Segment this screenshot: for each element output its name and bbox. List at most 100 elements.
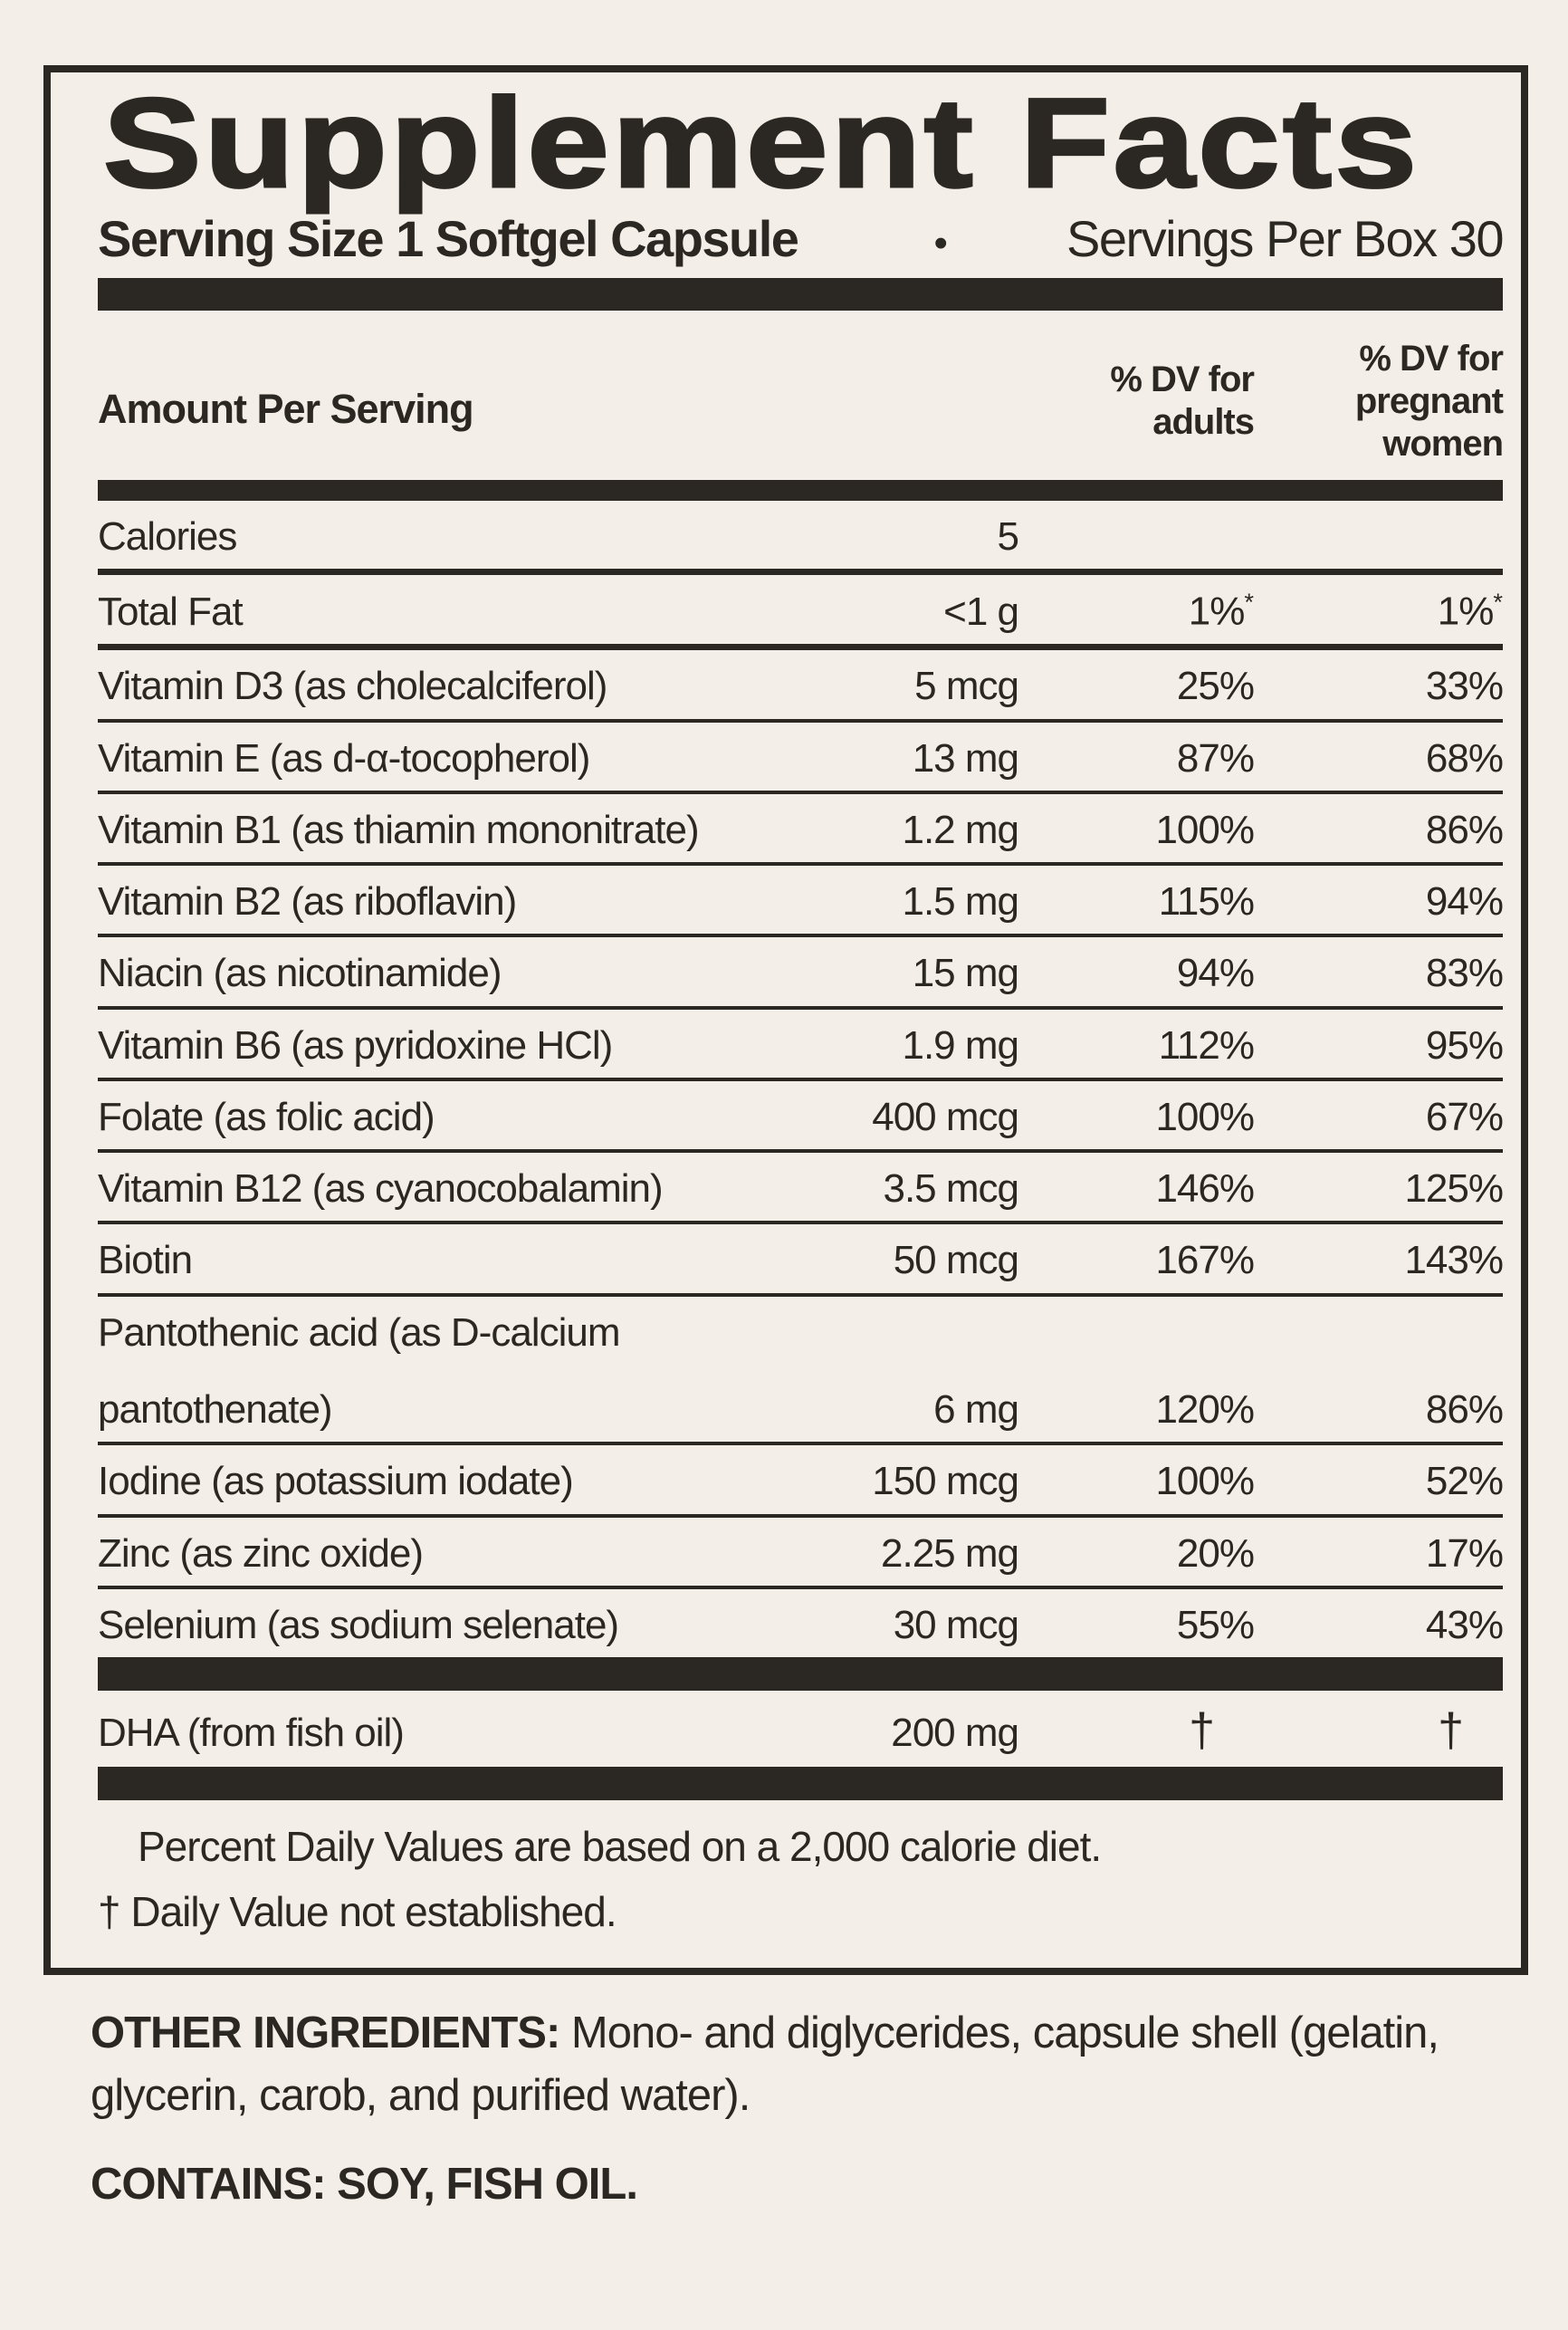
row-dv-pregnant: 143% bbox=[1404, 1238, 1504, 1283]
row-dv-pregnant: 43% bbox=[1425, 1602, 1504, 1647]
divider-bar-thick bbox=[98, 1767, 1503, 1801]
row-dv-adults: 120% bbox=[1155, 1387, 1255, 1432]
label-bottom-text: OTHER INGREDIENTS: Mono- and diglyceride… bbox=[91, 2002, 1514, 2217]
divider-bar-medium bbox=[98, 480, 1503, 502]
row-divider bbox=[98, 569, 1503, 576]
row-amount: 2.25 mg bbox=[881, 1530, 1019, 1576]
row-name-line1: Pantothenic acid (as D-calcium bbox=[98, 1309, 620, 1355]
row-dv-adults: 94% bbox=[1176, 951, 1255, 996]
servings-per-box-label: Servings Per Box 30 bbox=[1066, 210, 1504, 267]
table-row-zinc: Zinc (as zinc oxide) 2.25 mg 20% 17% bbox=[98, 1518, 1504, 1586]
row-name: Iodine (as potassium iodate) bbox=[98, 1459, 574, 1504]
supplement-facts-panel: Supplement Facts Serving Size 1 Softgel … bbox=[43, 65, 1528, 1975]
row-dv-adults: 87% bbox=[1176, 735, 1255, 781]
row-dv-pregnant-dagger: † bbox=[1438, 1704, 1464, 1758]
row-dv-pregnant: 33% bbox=[1425, 664, 1504, 709]
row-dv-adults: 25% bbox=[1176, 664, 1255, 709]
row-amount: 5 bbox=[997, 514, 1019, 560]
row-dv-pregnant: 86% bbox=[1425, 1387, 1504, 1432]
row-amount: 1.9 mg bbox=[902, 1022, 1019, 1068]
row-dv-pregnant: 94% bbox=[1425, 879, 1504, 925]
row-dv-pregnant: 17% bbox=[1425, 1530, 1504, 1576]
row-dv-pregnant: 67% bbox=[1425, 1094, 1504, 1139]
other-ingredients-line: OTHER INGREDIENTS: Mono- and diglyceride… bbox=[91, 2002, 1514, 2128]
row-divider bbox=[98, 1442, 1503, 1446]
row-amount: <1 g bbox=[943, 590, 1019, 635]
row-divider bbox=[98, 644, 1503, 651]
row-dv-adults: 1%* bbox=[1188, 588, 1254, 635]
row-amount: 30 mcg bbox=[893, 1602, 1019, 1647]
table-row-niacin: Niacin (as nicotinamide) 15 mg 94% 83% bbox=[98, 937, 1504, 1005]
table-row-dha: DHA (from fish oil) 200 mg † † bbox=[98, 1691, 1503, 1767]
row-name-line2: pantothenate) bbox=[98, 1387, 333, 1432]
row-amount: 13 mg bbox=[912, 735, 1019, 781]
row-name: Biotin bbox=[98, 1238, 193, 1283]
other-ingredients-label: OTHER INGREDIENTS: bbox=[91, 2008, 560, 2057]
row-name: Vitamin E (as d-α-tocopherol) bbox=[98, 735, 590, 781]
table-row-vitamin-b6: Vitamin B6 (as pyridoxine HCl) 1.9 mg 11… bbox=[98, 1010, 1504, 1078]
footnote-percent-dv: Percent Daily Values are based on a 2,00… bbox=[138, 1823, 1102, 1871]
row-divider bbox=[98, 1585, 1503, 1589]
footnote-dagger: † Daily Value not established. bbox=[98, 1887, 617, 1935]
table-row-biotin: Biotin 50 mcg 167% 143% bbox=[98, 1224, 1504, 1292]
row-dv-pregnant: 68% bbox=[1425, 735, 1504, 781]
row-amount: 200 mg bbox=[891, 1711, 1019, 1756]
row-dv-adults: 20% bbox=[1176, 1530, 1255, 1576]
row-name: Calories bbox=[98, 514, 237, 560]
row-divider bbox=[98, 862, 1503, 867]
row-name: Vitamin B1 (as thiamin mononitrate) bbox=[98, 807, 700, 852]
row-dv-adults: 167% bbox=[1155, 1238, 1255, 1283]
table-header-row: Amount Per Serving % DV for adults % DV … bbox=[98, 338, 1504, 472]
row-name: Vitamin B12 (as cyanocobalamin) bbox=[98, 1166, 664, 1212]
row-name: Vitamin D3 (as cholecalciferol) bbox=[98, 664, 607, 709]
row-dv-adults: 146% bbox=[1155, 1166, 1255, 1212]
row-divider bbox=[98, 1149, 1503, 1154]
row-dv-pregnant: 83% bbox=[1425, 951, 1504, 996]
row-dv-adults: 100% bbox=[1155, 807, 1255, 852]
row-amount: 15 mg bbox=[912, 951, 1019, 996]
table-row-vitamin-e: Vitamin E (as d-α-tocopherol) 13 mg 87% … bbox=[98, 723, 1504, 791]
row-divider bbox=[98, 1005, 1503, 1010]
row-dv-adults: 112% bbox=[1158, 1022, 1255, 1068]
table-row-vitamin-b2: Vitamin B2 (as riboflavin) 1.5 mg 115% 9… bbox=[98, 866, 1504, 934]
row-dv-pregnant: 1%* bbox=[1437, 588, 1503, 635]
row-divider bbox=[98, 1292, 1503, 1297]
row-divider bbox=[98, 1077, 1503, 1081]
footnote-asterisk: * bbox=[1493, 588, 1503, 617]
table-row-vitamin-d3: Vitamin D3 (as cholecalciferol) 5 mcg 25… bbox=[98, 650, 1504, 718]
row-name: Zinc (as zinc oxide) bbox=[98, 1530, 424, 1576]
row-amount: 400 mcg bbox=[872, 1094, 1019, 1139]
row-dv-pregnant: 86% bbox=[1425, 807, 1504, 852]
panel-title: Supplement Facts bbox=[101, 72, 1420, 214]
row-name: DHA (from fish oil) bbox=[98, 1711, 405, 1756]
table-row-iodine: Iodine (as potassium iodate) 150 mcg 100… bbox=[98, 1445, 1504, 1513]
row-dv-pregnant: 125% bbox=[1404, 1166, 1504, 1212]
row-divider bbox=[98, 718, 1503, 723]
row-amount: 5 mcg bbox=[914, 664, 1019, 709]
table-row-calories: Calories 5 bbox=[98, 501, 1503, 569]
row-dv-adults: 100% bbox=[1155, 1459, 1255, 1504]
row-amount: 3.5 mcg bbox=[883, 1166, 1019, 1212]
bullet-separator: • bbox=[933, 221, 947, 265]
serving-info-row: Serving Size 1 Softgel Capsule • Serving… bbox=[98, 210, 1504, 267]
row-amount: 150 mcg bbox=[872, 1459, 1019, 1504]
divider-bar-thick bbox=[98, 1657, 1503, 1692]
row-name: Pantothenic acid (as D-calcium pantothen… bbox=[98, 1310, 783, 1433]
row-dv-pregnant: 52% bbox=[1425, 1459, 1504, 1504]
row-dv-adults: 100% bbox=[1155, 1094, 1255, 1139]
row-divider bbox=[98, 934, 1503, 938]
row-divider bbox=[98, 1221, 1503, 1225]
table-row-pantothenic-acid: Pantothenic acid (as D-calcium pantothen… bbox=[98, 1297, 1504, 1443]
table-row-total-fat: Total Fat <1 g 1%* 1%* bbox=[98, 575, 1503, 644]
footnote-asterisk: * bbox=[1244, 588, 1254, 617]
table-row-vitamin-b1: Vitamin B1 (as thiamin mononitrate) 1.2 … bbox=[98, 794, 1504, 862]
row-amount: 6 mg bbox=[933, 1387, 1019, 1432]
row-name: Vitamin B6 (as pyridoxine HCl) bbox=[98, 1022, 613, 1068]
other-ingredients-text: Mono- and diglycerides, capsule shell (g… bbox=[91, 2008, 1439, 2121]
column-header-dv-adults: % DV for adults bbox=[1110, 359, 1255, 442]
table-row-vitamin-b12: Vitamin B12 (as cyanocobalamin) 3.5 mcg … bbox=[98, 1153, 1504, 1221]
row-name: Niacin (as nicotinamide) bbox=[98, 951, 502, 996]
row-name: Vitamin B2 (as riboflavin) bbox=[98, 879, 517, 925]
row-divider bbox=[98, 790, 1503, 794]
row-dv-adults: 55% bbox=[1176, 1602, 1255, 1647]
